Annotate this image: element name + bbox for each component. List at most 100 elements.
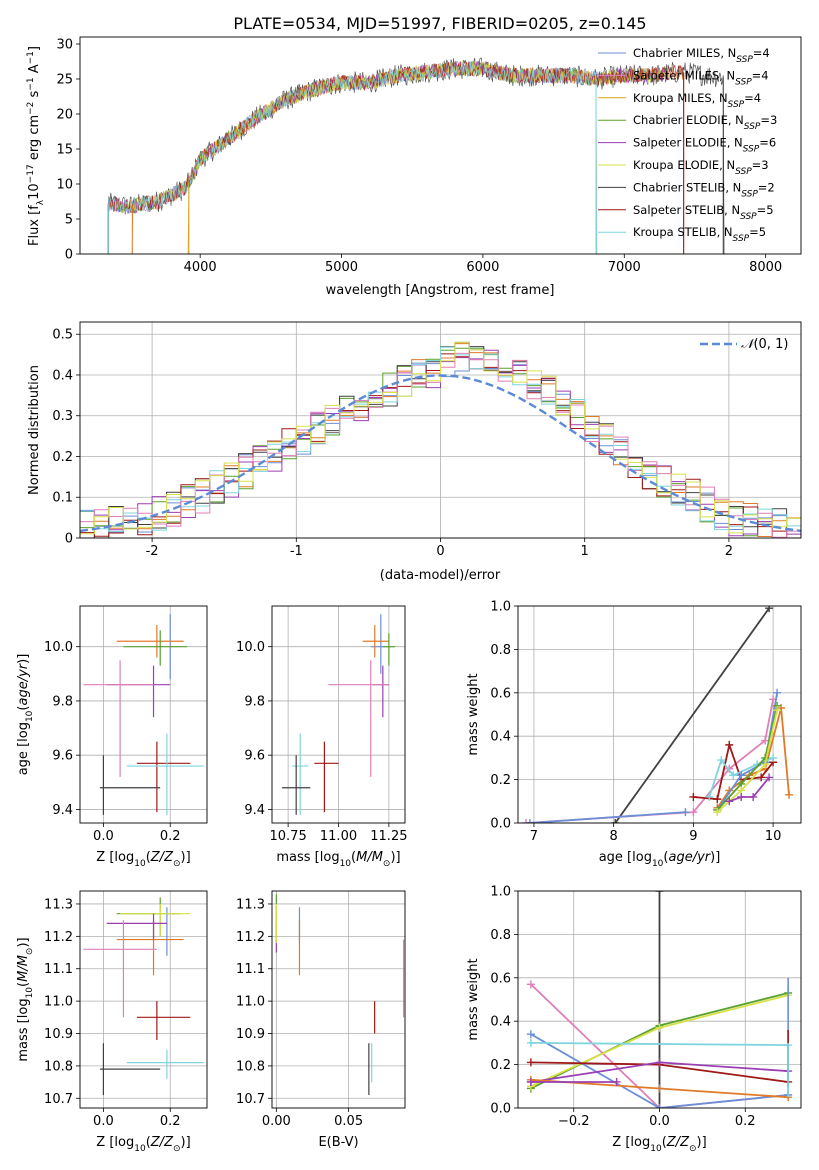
weight-marker [765,606,774,613]
errorbars [83,897,204,1096]
spectrum-series-c9 [108,60,684,254]
label-part: =4 [753,46,770,60]
x-axis-label: age [log10(age/yr)] [599,850,721,869]
label-part: log [320,850,340,865]
weight-marker [526,1030,535,1039]
label-part: Kroupa MILES, N [633,91,728,105]
weight-marker [769,753,778,762]
x-axis-label: (data-model)/error [380,568,501,583]
histogram-series-c6 [80,341,801,538]
y-tick-label: 10 [56,178,73,193]
y-tick-label: 25 [56,73,73,88]
weight-marker [526,1077,535,1086]
label-part: SSP [736,55,753,65]
spectrum-series-c7 [107,57,730,254]
label-part: =6 [759,136,776,150]
weight-marker [655,1023,664,1032]
weight-marker [526,1058,535,1067]
axes-frame [517,890,802,1109]
weight-marker [526,1038,535,1047]
label-part: 10 [652,859,664,869]
weight-series-c10 [525,699,774,823]
x-tick-label: 0 [436,544,444,559]
y-tick-label: 1.0 [490,885,511,900]
legend-label: Chabrier STELIB, NSSP=2 [633,180,775,199]
y-tick-label: 0.5 [52,328,73,343]
x-axis-label: Z [log10(Z/Z⊙)] [612,1135,706,1154]
legend-label: Kroupa STELIB, NSSP=5 [633,225,766,244]
x-tick-label: 10.75 [270,829,307,844]
spectrum-lines [107,57,730,254]
label-part: )] [697,1135,707,1150]
label-part: =5 [749,225,766,239]
weight-marker [725,797,734,806]
label-part: SSP [728,100,745,110]
label-part: Chabrier ELODIE, N [633,113,744,127]
label-part: ⊙ [173,1144,181,1154]
label-part: 10 [134,1144,146,1154]
y-tick-label: 11.1 [44,962,73,977]
y-axis-label: Flux [fλ10−17 erg cm−2 s−1 A−1] [26,46,46,246]
label-part: 10 [25,710,35,722]
y-tick-label: 0.2 [490,773,511,788]
label-part: 10 [25,987,35,999]
y-tick-label: 0.0 [490,817,511,832]
label-part: =2 [758,180,775,194]
y-tick-label: 10.0 [236,640,265,655]
label-part: )] [181,850,191,865]
axes-frame [79,36,802,255]
axes-frame [271,890,406,1109]
weight-marker [725,740,734,749]
label-part: ( [351,850,356,865]
y-tick-label: 9.6 [244,749,265,764]
label-part: ⊙ [173,859,181,869]
label-part: Kroupa STELIB, N [633,225,733,239]
weight-marker [521,819,530,823]
weight-series-c1 [530,1033,789,1108]
weight-marker [611,819,620,823]
y-tick-label: 10.9 [236,1027,265,1042]
label-part: SSP [733,234,750,244]
label-part: ( [663,850,668,865]
label-part: age/yr [668,850,711,865]
histogram-steps [80,341,801,538]
label-part: =4 [752,68,769,82]
label-part: erg cm [27,115,42,164]
label-part: log [16,722,31,742]
spectrum-series-c6 [108,60,667,214]
label-part: −17 [26,164,36,183]
y-tick-label: 0.8 [490,643,511,658]
errorbars [275,894,405,1096]
weight-marker [773,706,782,715]
y-tick-label: 1.0 [490,600,511,615]
histogram-series-c10 [80,352,801,538]
y-tick-label: 0.2 [52,450,73,465]
label-part: SSP [741,189,758,199]
x-axis-label: E(B-V) [318,1135,358,1150]
y-tick-label: 11.2 [44,930,73,945]
y-axis-label: Normed distribution [27,365,42,495]
label-part: =3 [760,113,777,127]
weight-lines [526,891,793,1108]
label-part: Z [ [612,1135,630,1150]
label-part: 10 [27,183,42,200]
legend-label: Salpeter ELODIE, NSSP=6 [633,136,776,155]
weight-marker [525,819,534,823]
label-part: ( [146,1135,151,1150]
y-tick-label: 20 [56,108,73,123]
label-part: ( [662,1135,667,1150]
label-part: −1 [26,51,36,64]
legend-label: Kroupa ELODIE, NSSP=3 [633,158,769,177]
label-part: E(B-V) [318,1135,358,1150]
label-part: log [16,998,31,1018]
legend-label: Kroupa MILES, NSSP=4 [633,91,761,110]
age-vs-mass-panel: 10.75 11.00 11.25 9.4 9.6 9.8 10.0 mass [log10(… [236,605,407,869]
spectrum-series-c3 [108,61,684,254]
weight-marker [681,808,690,817]
weight-marker [655,891,664,895]
spectrum-series-c2 [108,61,684,254]
label-part: SSP [735,167,752,177]
y-tick-label: 10.7 [44,1092,73,1107]
